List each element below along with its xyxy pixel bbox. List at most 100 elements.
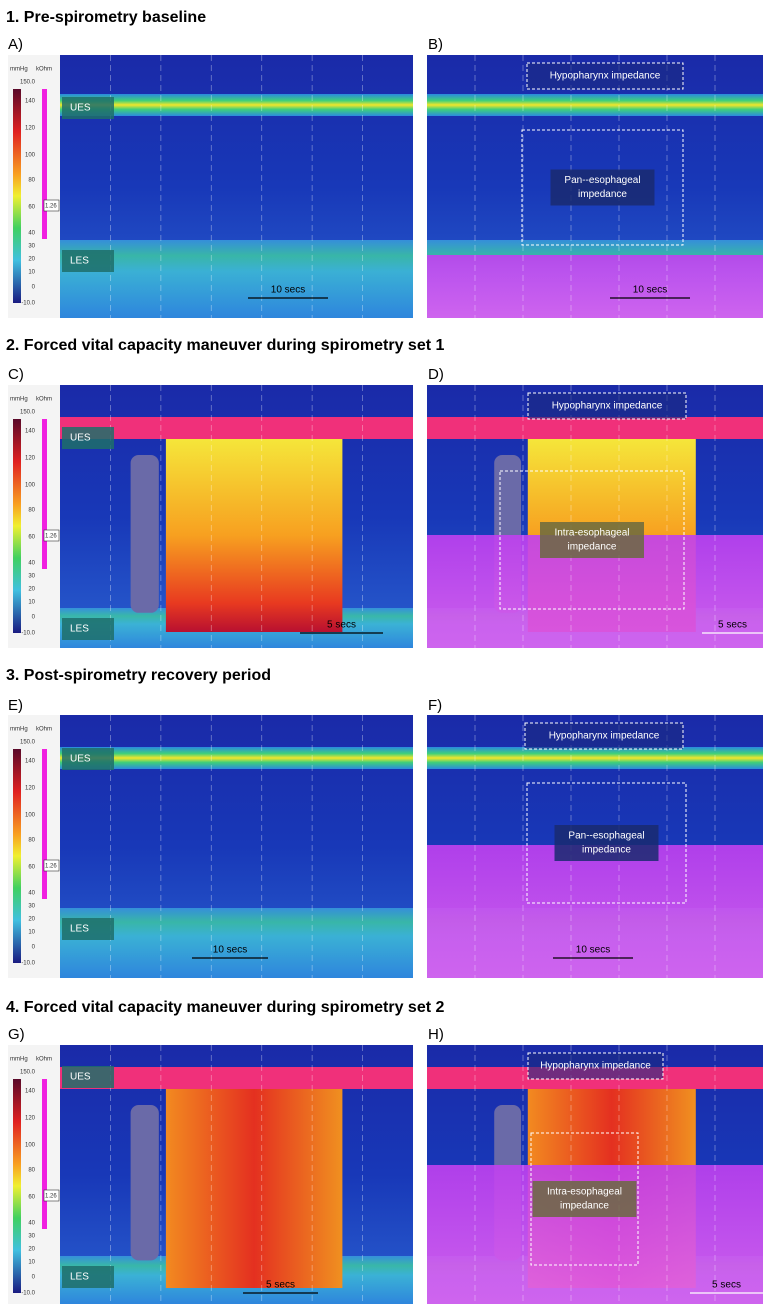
blob	[131, 1105, 159, 1260]
hypo-label: Hypopharynx impedance	[550, 71, 661, 82]
scale-tick: -10.0	[21, 961, 35, 967]
scale-tick: 150.0	[20, 410, 36, 416]
scale-tick: 20	[28, 587, 35, 593]
panel-letter: C)	[8, 366, 24, 383]
scale-tick: 120	[25, 786, 36, 792]
scale-tick: 80	[28, 838, 35, 844]
scale-tick: 20	[28, 1247, 35, 1253]
time-label: 10 secs	[633, 285, 667, 296]
scale-tick: 20	[28, 257, 35, 263]
scale-tick: 30	[28, 244, 35, 250]
scale-tick: 120	[25, 1116, 36, 1122]
scale-tick: 150.0	[20, 1070, 36, 1076]
panel-letter: B)	[428, 36, 443, 53]
hypo-label: Hypopharynx impedance	[540, 1061, 651, 1072]
scale-marker: 1.26	[45, 864, 57, 870]
time-label: 10 secs	[271, 285, 305, 296]
scale-tick: 10	[28, 600, 35, 606]
hypo-label: Hypopharynx impedance	[549, 731, 660, 742]
les-label: LES	[70, 256, 89, 267]
figure: 1. Pre-spirometry baselineA)B)mmHgkOhm1.…	[0, 0, 768, 1304]
eso-label: Pan--esophageal	[564, 175, 640, 186]
time-label: 5 secs	[712, 1280, 741, 1291]
scale-tick: -10.0	[21, 1291, 35, 1297]
time-label: 5 secs	[327, 620, 356, 631]
panel-letter: G)	[8, 1026, 25, 1043]
panel-letter: E)	[8, 697, 23, 714]
scale-tick: 30	[28, 1234, 35, 1240]
scale-tick: 140	[25, 759, 36, 765]
ues-label: UES	[70, 433, 91, 444]
ues-band	[427, 747, 763, 769]
scale-marker: 1.26	[45, 1194, 57, 1200]
scale-tick: 10	[28, 1260, 35, 1266]
eso-label: Intra-esophageal	[547, 1187, 622, 1198]
scale-tick: 140	[25, 99, 36, 105]
time-label: 10 secs	[213, 945, 247, 956]
eso-label: Pan--esophageal	[568, 831, 644, 842]
scale-tick: 80	[28, 178, 35, 184]
scale-tick: 10	[28, 270, 35, 276]
pressure-bar	[13, 89, 21, 303]
scale-tick: -10.0	[21, 301, 35, 307]
ues-band	[427, 417, 763, 439]
scale-tick: 140	[25, 429, 36, 435]
ues-label: UES	[70, 754, 91, 765]
impedance-bar	[42, 89, 47, 239]
scale-tick: -10.0	[21, 631, 35, 637]
section-title: 2. Forced vital capacity maneuver during…	[6, 337, 444, 354]
impedance-bar	[42, 749, 47, 899]
scale-tick: 150.0	[20, 80, 36, 86]
scale-marker: 1.26	[45, 534, 57, 540]
section-title: 3. Post-spirometry recovery period	[6, 667, 271, 684]
section-title: 1. Pre-spirometry baseline	[6, 9, 206, 26]
scale-unit: mmHg	[10, 67, 28, 73]
scale-tick: 60	[28, 1195, 35, 1201]
scale-tick: 60	[28, 205, 35, 211]
scale-tick: 100	[25, 153, 36, 159]
scale-tick: 30	[28, 574, 35, 580]
scale-tick: 60	[28, 535, 35, 541]
scale-tick: 40	[28, 891, 35, 897]
eso-label: impedance	[582, 845, 631, 856]
scale-tick: 40	[28, 1221, 35, 1227]
les-label: LES	[70, 624, 89, 635]
blob	[131, 455, 159, 613]
time-label: 5 secs	[266, 1280, 295, 1291]
scale-tick: 40	[28, 231, 35, 237]
pressure-bar	[13, 419, 21, 633]
pressure-bar	[13, 1079, 21, 1293]
scale-unit: mmHg	[10, 727, 28, 733]
section-title: 4. Forced vital capacity maneuver during…	[6, 999, 444, 1016]
scale-tick: 100	[25, 1143, 36, 1149]
ues-label: UES	[70, 103, 91, 114]
scale-tick: 100	[25, 813, 36, 819]
scale-tick: 60	[28, 865, 35, 871]
pressure-block	[166, 439, 343, 632]
scale-tick: 80	[28, 1168, 35, 1174]
scale-tick: 20	[28, 917, 35, 923]
impedance-bar	[42, 1079, 47, 1229]
time-label: 5 secs	[718, 620, 747, 631]
scale-unit: mmHg	[10, 1057, 28, 1063]
scale-tick: 120	[25, 126, 36, 132]
scale-unit: kOhm	[36, 727, 52, 733]
scale-unit: mmHg	[10, 397, 28, 403]
scale-unit: kOhm	[36, 1057, 52, 1063]
panel-letter: F)	[428, 697, 442, 714]
scale-tick: 10	[28, 930, 35, 936]
impedance-bar	[42, 419, 47, 569]
eso-label: impedance	[568, 542, 617, 553]
scale-tick: 30	[28, 904, 35, 910]
time-label: 10 secs	[576, 945, 610, 956]
impedance-zone	[427, 255, 763, 318]
les-label: LES	[70, 924, 89, 935]
hypo-label: Hypopharynx impedance	[552, 401, 663, 412]
scale-tick: 150.0	[20, 740, 36, 746]
scale-marker: 1.26	[45, 204, 57, 210]
scale-tick: 100	[25, 483, 36, 489]
les-label: LES	[70, 1272, 89, 1283]
pressure-block	[166, 1089, 343, 1288]
scale-tick: 80	[28, 508, 35, 514]
scale-unit: kOhm	[36, 67, 52, 73]
